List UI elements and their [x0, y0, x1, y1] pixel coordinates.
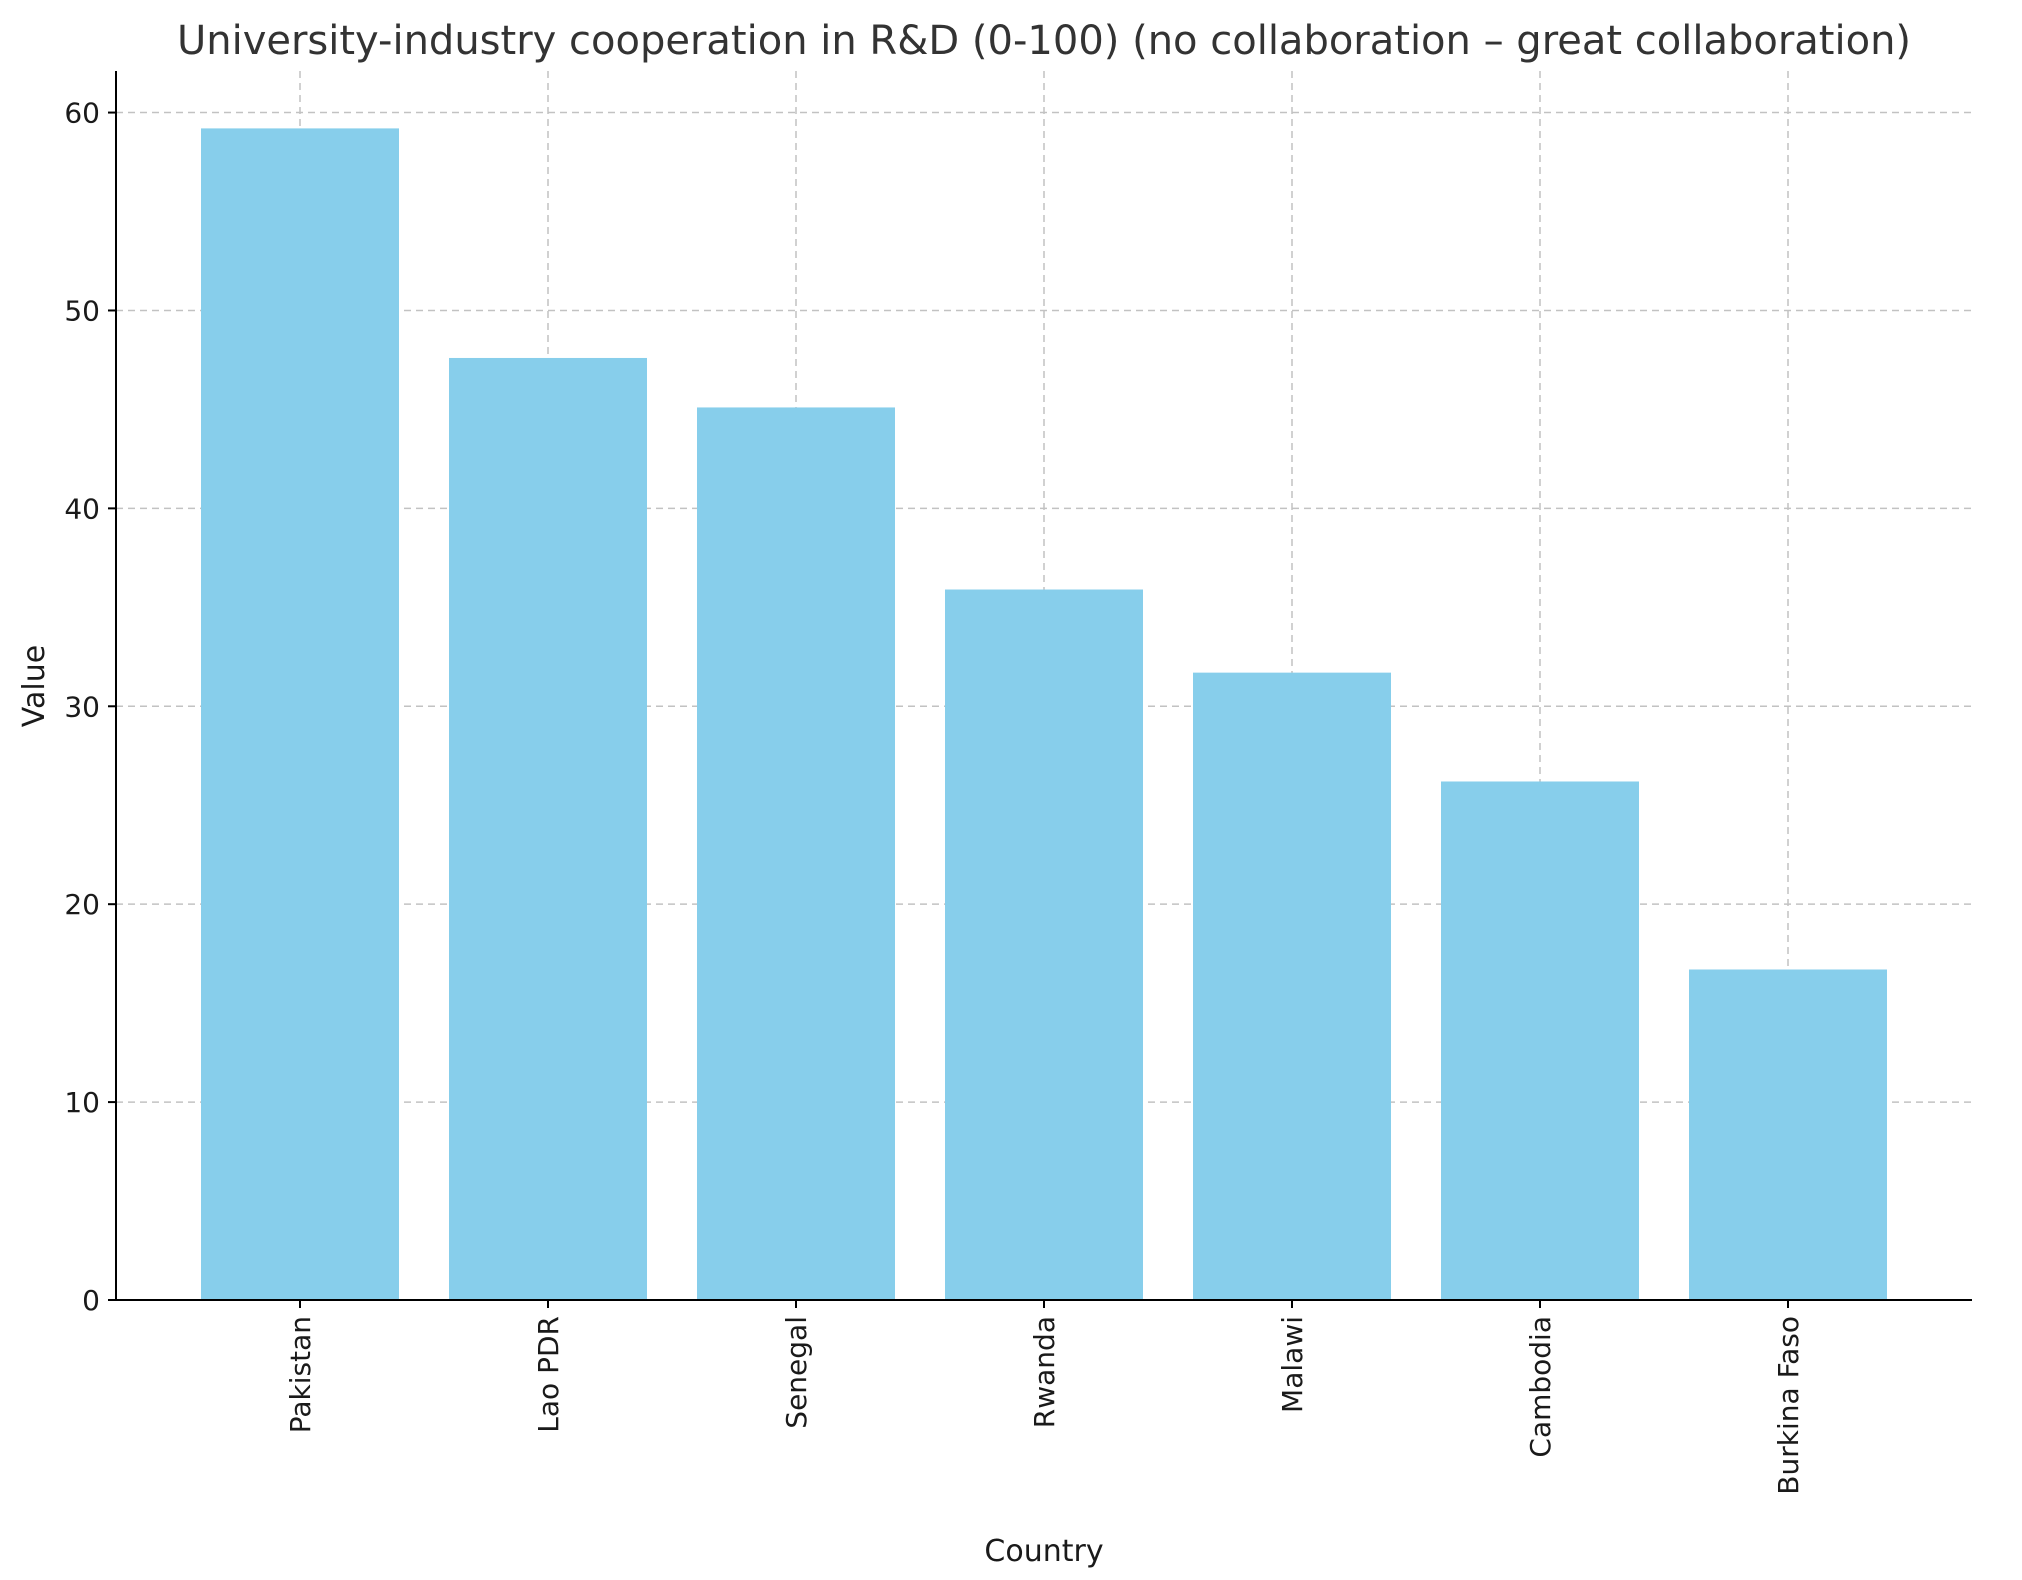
x-tick-label: Pakistan	[284, 1316, 317, 1433]
bar	[201, 128, 399, 1300]
y-axis-label: Value	[17, 645, 52, 727]
x-tick-label: Senegal	[780, 1316, 813, 1429]
y-tick-label: 0	[82, 1284, 100, 1317]
y-tick-label: 30	[64, 690, 100, 723]
y-tick-label: 10	[64, 1086, 100, 1119]
x-tick-label: Lao PDR	[532, 1316, 565, 1433]
bar	[697, 407, 895, 1300]
bar	[1193, 672, 1391, 1300]
x-ticks: Pakistan Lao PDR Senegal Rwanda Malawi Cambod…	[284, 1300, 1805, 1495]
x-tick-label: Cambodia	[1524, 1316, 1557, 1458]
y-tick-label: 40	[64, 492, 100, 525]
bars	[201, 128, 1887, 1300]
x-tick-label: Rwanda	[1028, 1316, 1061, 1428]
bar	[945, 589, 1143, 1300]
bar	[1689, 969, 1887, 1300]
chart-title: University-industry cooperation in R&D (…	[177, 18, 1911, 64]
bar	[449, 357, 647, 1300]
x-axis-label: Country	[984, 1534, 1103, 1569]
x-tick-label: Malawi	[1276, 1316, 1309, 1413]
bar	[1441, 781, 1639, 1300]
y-tick-label: 50	[64, 294, 100, 327]
y-tick-label: 60	[64, 97, 100, 130]
y-ticks: 0 10 20 30 40 50 60	[64, 97, 116, 1317]
x-tick-label: Burkina Faso	[1772, 1316, 1805, 1495]
y-tick-label: 20	[64, 888, 100, 921]
